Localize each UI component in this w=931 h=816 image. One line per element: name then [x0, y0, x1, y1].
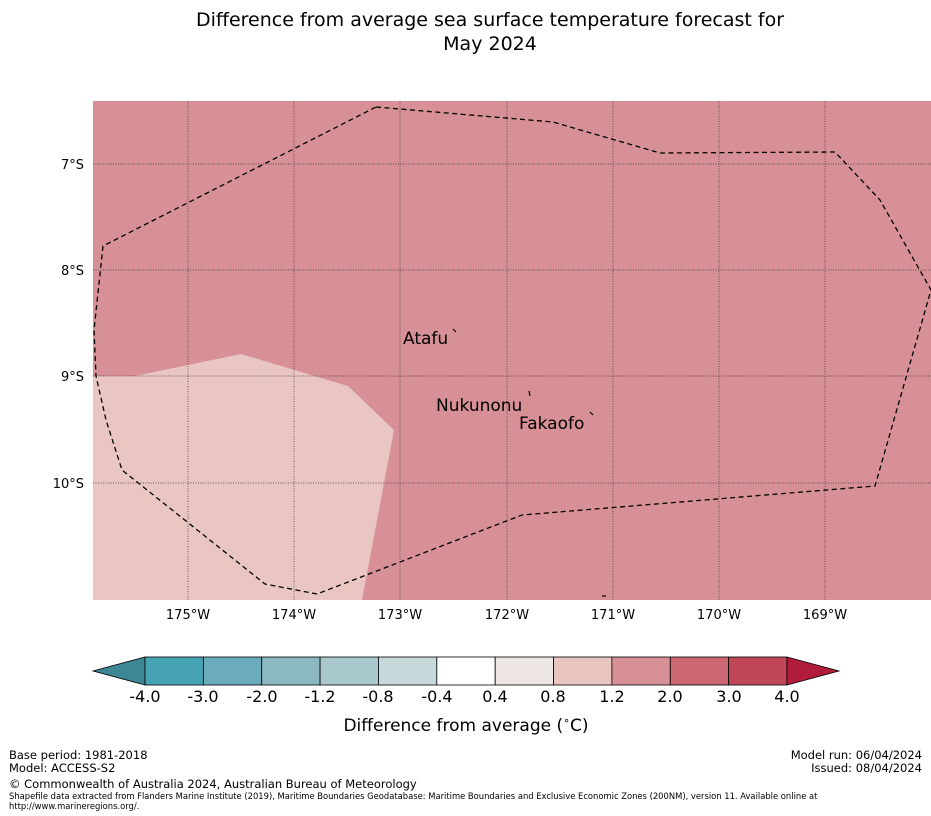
colorbar-box-6 [494, 656, 554, 686]
colorbar-label: Difference from average (∘C) [343, 714, 588, 736]
title-line-2: May 2024 [443, 33, 537, 55]
colorbar: -4.0 -3.0 -2.0 -1.2 -0.8 -0.4 0.4 0.8 1.… [91, 656, 841, 736]
colorbar-tick-0: -4.0 [129, 687, 160, 706]
colorbar-label-text: Difference from average ( [343, 716, 563, 736]
chart-title: Difference from average sea surface temp… [0, 8, 931, 56]
colorbar-tick-11: 4.0 [774, 687, 799, 706]
colorbar-tick-4: -0.8 [362, 687, 393, 706]
colorbar-tick-7: 0.8 [540, 687, 565, 706]
lat-label-9s: 9°S [61, 370, 84, 385]
island-nukunonu [528, 390, 531, 397]
issued-date: Issued: 08/04/2024 [811, 761, 922, 775]
place-label-fakaofo: Fakaofo [519, 414, 584, 434]
colorbar-label-degree: ∘ [563, 714, 570, 727]
lon-label-172w: 172°W [485, 608, 529, 623]
colorbar-tick-10: 3.0 [716, 687, 741, 706]
eez-boundary [93, 106, 931, 595]
island-atafu [452, 328, 457, 333]
lat-labels: 7°S 8°S 9°S 10°S [53, 158, 84, 492]
title-line-1: Difference from average sea surface temp… [195, 9, 785, 31]
colorbar-tick-6: 0.4 [482, 687, 507, 706]
colorbar-boxes [144, 656, 788, 686]
colorbar-ticks: -4.0 -3.0 -2.0 -1.2 -0.8 -0.4 0.4 0.8 1.… [129, 687, 799, 706]
model-name: Model: ACCESS-S2 [9, 761, 116, 775]
lon-label-170w: 170°W [697, 608, 741, 623]
colorbar-box-7 [553, 656, 613, 686]
base-period: Base period: 1981-2018 [9, 748, 148, 762]
colorbar-box-5 [436, 656, 496, 686]
colorbar-box-4 [378, 656, 438, 686]
colorbar-box-1 [202, 656, 263, 686]
colorbar-tick-1: -3.0 [187, 687, 218, 706]
footer-right: Model run: 06/04/2024 Issued: 08/04/2024 [791, 749, 922, 775]
colorbar-box-3 [319, 656, 379, 686]
lon-label-175w: 175°W [166, 608, 210, 623]
colorbar-box-10 [728, 656, 788, 686]
shapefile-credit: Shapefile data extracted from Flanders M… [9, 791, 818, 811]
colorbar-tick-5: -0.4 [421, 687, 452, 706]
lon-label-174w: 174°W [272, 608, 316, 623]
lon-label-169w: 169°W [803, 608, 847, 623]
colorbar-box-2 [261, 656, 321, 686]
place-label-atafu: Atafu [403, 329, 448, 349]
copyright: © Commonwealth of Australia 2024, Austra… [9, 777, 417, 791]
gridlines [93, 101, 931, 600]
lon-labels: 175°W 174°W 173°W 172°W 171°W 170°W 169°… [166, 608, 847, 623]
colorbar-tick-8: 1.2 [599, 687, 624, 706]
lat-label-7s: 7°S [61, 158, 84, 173]
anomaly-fill-mild [93, 354, 394, 600]
colorbar-tick-9: 2.0 [657, 687, 682, 706]
colorbar-tick-2: -2.0 [246, 687, 277, 706]
colorbar-under-arrow [91, 656, 146, 686]
lat-label-8s: 8°S [61, 264, 84, 279]
colorbar-box-9 [669, 656, 730, 686]
colorbar-box-0 [144, 656, 204, 686]
map-panel: Atafu Nukunonu Fakaofo [93, 101, 931, 600]
colorbar-tick-3: -1.2 [304, 687, 335, 706]
colorbar-box-8 [611, 656, 671, 686]
lon-label-173w: 173°W [378, 608, 422, 623]
model-run: Model run: 06/04/2024 [790, 748, 922, 762]
lon-label-171w: 171°W [591, 608, 635, 623]
colorbar-over-arrow [786, 656, 841, 686]
colorbar-label-unit: C) [570, 716, 589, 736]
lat-label-10s: 10°S [53, 477, 84, 492]
footer-left: Base period: 1981-2018 Model: ACCESS-S2 [9, 749, 148, 775]
island-fakaofo [589, 411, 594, 416]
place-label-nukunonu: Nukunonu [436, 396, 522, 416]
